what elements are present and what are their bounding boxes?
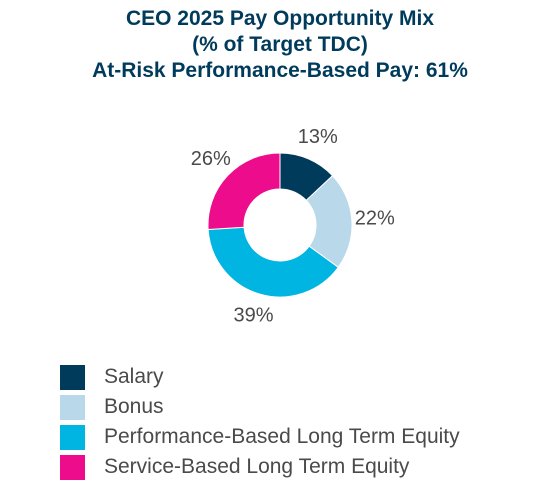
legend-label-service-equity: Service-Based Long Term Equity: [104, 455, 410, 478]
legend-swatch-bonus: [60, 394, 85, 420]
data-label-performance-equity: 39%: [233, 305, 273, 327]
legend-swatch-service-equity: [60, 454, 85, 480]
slice-performance-equity: [207, 226, 339, 298]
legend-label-bonus: Bonus: [104, 395, 164, 418]
data-label-service-equity: 26%: [191, 148, 231, 170]
slice-service-equity: [207, 152, 281, 231]
chart-title-line-1: CEO 2025 Pay Opportunity Mix: [125, 7, 435, 30]
legend-swatch-salary: [60, 364, 85, 390]
legend-item-service-equity: Service-Based Long Term Equity: [60, 452, 460, 482]
slice-bonus: [305, 175, 353, 269]
legend-item-salary: Salary: [60, 362, 460, 392]
legend-item-performance-equity: Performance-Based Long Term Equity: [60, 422, 460, 452]
data-label-bonus: 22%: [355, 207, 395, 229]
chart-title-line-2: (% of Target TDC): [192, 33, 368, 56]
chart-title: CEO 2025 Pay Opportunity Mix (% of Targe…: [0, 6, 560, 84]
legend-swatch-performance-equity: [60, 424, 85, 450]
legend-label-salary: Salary: [104, 365, 164, 388]
chart-legend: Salary Bonus Performance-Based Long Term…: [60, 362, 460, 482]
legend-item-bonus: Bonus: [60, 392, 460, 422]
chart-title-line-3: At-Risk Performance-Based Pay: 61%: [92, 59, 468, 82]
legend-label-performance-equity: Performance-Based Long Term Equity: [104, 425, 460, 448]
data-label-salary: 13%: [298, 126, 338, 148]
